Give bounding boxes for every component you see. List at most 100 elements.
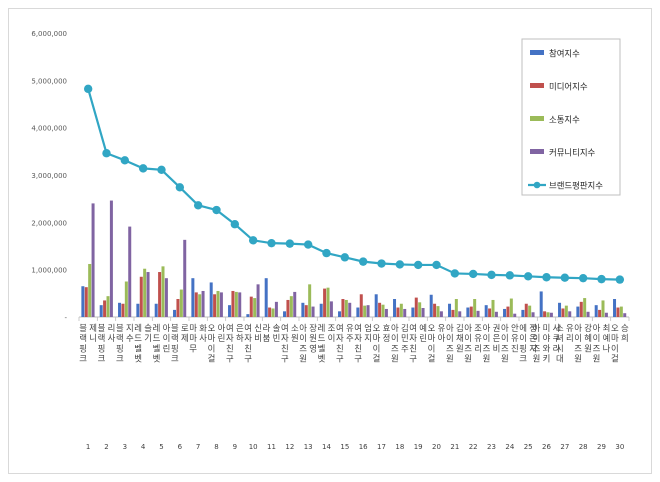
bar-4 <box>366 305 370 317</box>
brand-index-point <box>450 269 460 278</box>
x-rank-label: 21 <box>450 443 459 451</box>
x-category-label: 레 드 벨 벳아 이 린 <box>153 323 171 364</box>
bar-4 <box>494 311 498 317</box>
bar-3 <box>528 305 532 317</box>
x-category-label: 여 자 친 구예 린 <box>409 323 427 364</box>
x-category-label: 여 자 친 구소 원 <box>281 323 299 364</box>
bar-4 <box>549 312 553 317</box>
bar-2 <box>561 308 565 317</box>
brand-index-point <box>615 275 625 284</box>
bar-1 <box>539 291 543 317</box>
bar-2 <box>543 311 547 317</box>
x-category-label: 블 랙 핑 크제 니 <box>79 323 97 364</box>
y-tick-label: 6,000,000 <box>31 30 67 38</box>
bar-3 <box>381 304 385 317</box>
x-category-label: 여 자 친 구신 비 <box>244 323 262 364</box>
legend-swatch <box>530 83 544 88</box>
brand-index-point <box>102 149 111 158</box>
bar-4 <box>91 203 95 317</box>
bar-3 <box>473 299 477 317</box>
legend-swatch <box>530 50 544 55</box>
bar-3 <box>216 290 220 317</box>
y-tick-label: 1,000,000 <box>31 267 67 275</box>
x-rank-label: 15 <box>340 443 349 451</box>
x-rank-label: 19 <box>414 443 423 451</box>
x-rank-label: 14 <box>322 443 331 451</box>
x-rank-label: 23 <box>487 443 496 451</box>
bar-2 <box>158 272 162 317</box>
brand-index-point <box>212 205 221 215</box>
bar-4 <box>439 311 443 317</box>
bar-2 <box>616 307 620 317</box>
legend-swatch <box>533 181 541 189</box>
x-rank-label: 4 <box>141 443 146 451</box>
bar-4 <box>146 272 150 317</box>
brand-index-point <box>560 273 570 282</box>
x-rank-label: 12 <box>285 443 294 451</box>
x-rank-label: 8 <box>214 443 218 451</box>
bar-1 <box>503 308 507 317</box>
bar-4 <box>183 239 187 317</box>
bar-1 <box>576 306 580 317</box>
x-category-label: 소 녀 시 대유 리 <box>556 323 574 364</box>
bar-1 <box>393 299 397 317</box>
x-rank-label: 6 <box>178 443 183 451</box>
bar-1 <box>521 309 525 317</box>
x-category-label: 블 랙 핑 크지 수 <box>116 323 134 364</box>
brand-index-point <box>468 269 478 279</box>
bar-3 <box>601 300 605 317</box>
bar-4 <box>164 278 168 317</box>
brand-index-point <box>267 238 276 248</box>
bar-4 <box>274 301 278 317</box>
x-category-label: 라 붐솔 빈 <box>263 323 281 343</box>
x-rank-label: 11 <box>267 443 276 451</box>
x-category-label: 마 마 무화 사 <box>189 323 207 353</box>
bar-1 <box>338 311 342 317</box>
bar-3 <box>161 266 165 317</box>
x-category-label: 여 자 친 구유 주 <box>336 323 354 364</box>
bar-3 <box>198 294 202 317</box>
bar-1 <box>429 294 433 317</box>
bar-2 <box>304 305 308 317</box>
bar-4 <box>531 312 535 317</box>
brand-index-point <box>120 156 130 165</box>
bar-4 <box>256 284 260 317</box>
bar-1 <box>558 302 562 317</box>
x-rank-label: 16 <box>359 443 368 451</box>
bar-1 <box>484 305 488 317</box>
bar-3 <box>619 306 623 317</box>
x-rank-label: 2 <box>104 443 108 451</box>
bar-1 <box>228 305 232 317</box>
bar-1 <box>209 282 213 317</box>
legend-label: 참여지수 <box>549 49 580 59</box>
brand-index-point <box>395 260 405 269</box>
bar-2 <box>378 302 382 317</box>
bar-3 <box>418 302 422 317</box>
bar-1 <box>319 303 323 317</box>
chart-svg: - 1,000,000 2,000,000 3,000,000 4,000,000 5,0… <box>31 30 630 451</box>
bar-4 <box>293 291 297 317</box>
x-category-label: 오 마 이 걸승 희 <box>611 323 629 364</box>
bar-4 <box>219 292 223 317</box>
bar-4 <box>421 308 425 317</box>
bar-3 <box>326 287 330 317</box>
bar-3 <box>491 299 495 317</box>
bar-3 <box>583 298 587 317</box>
bar-4 <box>329 301 333 317</box>
x-category-label: 오 마 이 걸효 정 <box>373 323 391 364</box>
bar-1 <box>191 278 195 317</box>
legend-label: 소통지수 <box>549 115 580 125</box>
x-category-label: 여 자 친 구엄 지 <box>354 323 372 364</box>
x-category-label: 아 이 즈 원조 유 리 <box>464 323 482 364</box>
chart-frame: - 1,000,000 2,000,000 3,000,000 4,000,000 5,0… <box>8 8 652 474</box>
bar-3 <box>454 299 458 317</box>
bar-2 <box>359 294 363 317</box>
brand-index-point <box>523 272 533 281</box>
bar-1 <box>356 307 360 317</box>
bar-1 <box>118 302 122 317</box>
x-category-label: 아 이 즈 원장 원 영 <box>299 323 317 364</box>
bar-2 <box>231 290 235 317</box>
bar-2 <box>469 306 473 317</box>
legend-label: 브랜드평판지수 <box>549 181 603 191</box>
bar-2 <box>506 306 510 317</box>
